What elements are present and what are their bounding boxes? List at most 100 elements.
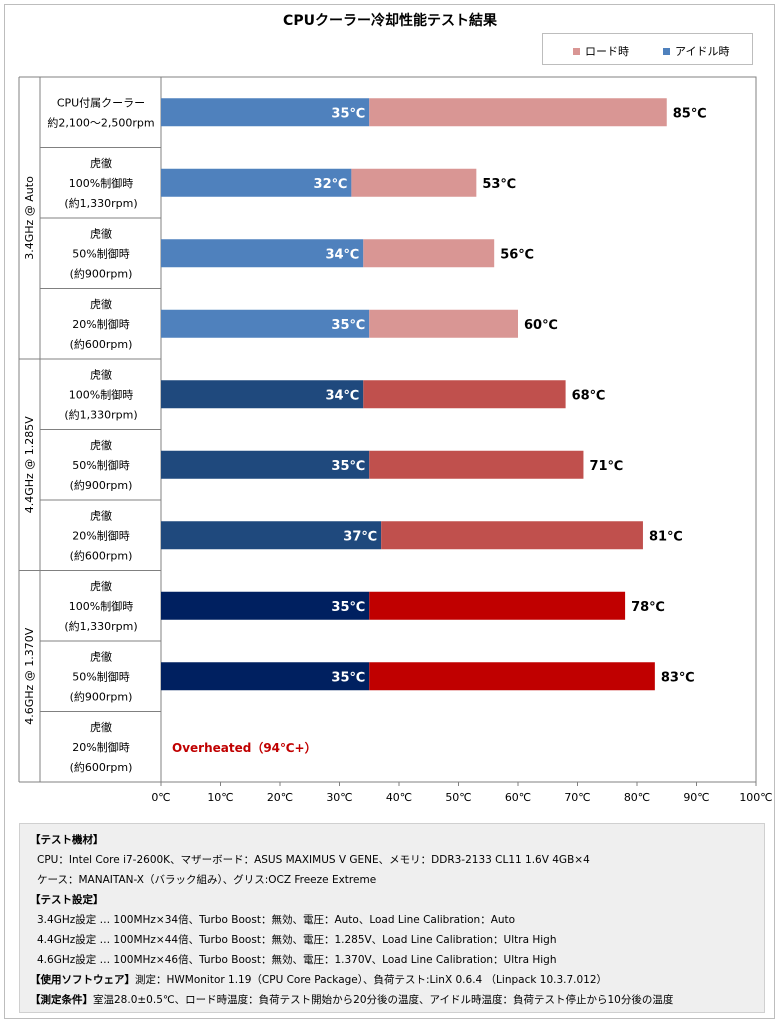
- x-tick-label: 80℃: [624, 791, 650, 804]
- load-bar: [381, 521, 643, 550]
- category-label: (約900rpm): [70, 478, 133, 492]
- conditions-line: 【測定条件】室温28.0±0.5℃、ロード時温度：負荷テスト開始から20分後の温…: [30, 992, 673, 1007]
- category-label: 50%制御時: [72, 246, 129, 260]
- group-label: 4.6GHz @ 1.370V: [23, 627, 36, 725]
- software-text: 測定：HWMonitor 1.19（CPU Core Package）、負荷テス…: [135, 974, 608, 986]
- category-label: 虎徹: [90, 508, 112, 522]
- load-value-label: 81℃: [649, 529, 683, 544]
- category-label: 約2,100～2,500rpm: [47, 115, 154, 129]
- x-tick-label: 20℃: [267, 791, 293, 804]
- load-bar: [369, 98, 667, 127]
- conditions-text: 室温28.0±0.5℃、ロード時温度：負荷テスト開始から20分後の温度、アイドル…: [93, 994, 674, 1006]
- idle-bar: [161, 450, 370, 479]
- category-label: 虎徹: [90, 649, 112, 663]
- equipment-line-2: ケース：MANAITAN-X（バラック組み）、グリス:OCZ Freeze Ex…: [37, 874, 377, 886]
- x-tick-label: 0℃: [151, 791, 170, 804]
- category-label: 虎徹: [90, 720, 112, 734]
- category-label: 虎徹: [90, 579, 112, 593]
- legend-swatch-load: [573, 47, 580, 55]
- category-label: 虎徹: [90, 226, 112, 240]
- idle-value-label: 35℃: [331, 600, 365, 615]
- software-line: 【使用ソフトウェア】測定：HWMonitor 1.19（CPU Core Pac…: [30, 972, 607, 987]
- bar-chart-svg: 3.4GHz @ Auto 4.4GHz @ 1.285V 4.6GHz @ 1.3…: [18, 76, 773, 804]
- category-label: 50%制御時: [72, 669, 129, 683]
- category-label: 20%制御時: [72, 317, 129, 331]
- category-label: (約600rpm): [70, 337, 133, 351]
- idle-value-label: 35℃: [331, 318, 365, 333]
- idle-value-label: 35℃: [331, 459, 365, 474]
- load-bar: [363, 239, 495, 268]
- x-tick-label: 90℃: [683, 791, 709, 804]
- category-label: 100%制御時: [69, 599, 133, 613]
- x-tick-label: 60℃: [505, 791, 531, 804]
- legend-label-idle: アイドル時: [675, 45, 730, 58]
- idle-bar: [161, 98, 370, 127]
- load-value-label: 85℃: [673, 106, 707, 121]
- overheated-label: Overheated（94℃+）: [172, 740, 317, 755]
- load-bar: [369, 591, 626, 620]
- idle-value-label: 32℃: [314, 177, 348, 192]
- load-bar: [369, 662, 655, 691]
- category-label: (約600rpm): [70, 760, 133, 774]
- idle-bar: [161, 380, 364, 409]
- category-label: (約1,330rpm): [64, 196, 137, 210]
- category-label: 虎徹: [90, 438, 112, 452]
- load-value-label: 60℃: [524, 318, 558, 333]
- category-label: 20%制御時: [72, 528, 129, 542]
- category-label: 20%制御時: [72, 740, 129, 754]
- idle-bar: [161, 168, 352, 197]
- category-label: (約600rpm): [70, 548, 133, 562]
- idle-value-label: 35℃: [331, 670, 365, 685]
- load-bar: [363, 380, 566, 409]
- legend-label-load: ロード時: [585, 45, 629, 58]
- category-label: (約900rpm): [70, 266, 133, 280]
- equipment-line-1: CPU：Intel Core i7-2600K、マザーボード：ASUS MAXI…: [37, 854, 590, 866]
- x-tick-label: 100℃: [739, 791, 772, 804]
- idle-value-label: 35℃: [331, 106, 365, 121]
- legend-item-idle: アイドル時: [663, 43, 729, 59]
- idle-bar: [161, 521, 382, 550]
- x-tick-label: 70℃: [564, 791, 590, 804]
- load-bar: [351, 168, 477, 197]
- x-tick-label: 30℃: [326, 791, 352, 804]
- idle-bar: [161, 662, 370, 691]
- category-label: (約1,330rpm): [64, 407, 137, 421]
- chart-title: CPUクーラー冷却性能テスト結果: [283, 13, 497, 29]
- software-heading: 【使用ソフトウェア】: [30, 974, 135, 986]
- idle-bar: [161, 309, 370, 338]
- load-value-label: 71℃: [589, 459, 623, 474]
- test-notes-panel: 【テスト機材】 CPU：Intel Core i7-2600K、マザーボード：A…: [19, 823, 765, 1013]
- settings-line-2: 4.4GHz設定 … 100MHz×44倍、Turbo Boost：無効、電圧：…: [37, 934, 557, 946]
- chart-legend: ロード時 アイドル時: [542, 33, 753, 65]
- idle-value-label: 34℃: [325, 247, 359, 262]
- load-value-label: 68℃: [572, 388, 606, 403]
- category-label: 50%制御時: [72, 458, 129, 472]
- settings-heading: 【テスト設定】: [30, 894, 104, 906]
- category-label: 虎徹: [90, 156, 112, 170]
- settings-line-3: 4.6GHz設定 … 100MHz×46倍、Turbo Boost：無効、電圧：…: [37, 954, 557, 966]
- category-label: CPU付属クーラー: [57, 96, 145, 109]
- x-tick-label: 40℃: [386, 791, 412, 804]
- category-label: 100%制御時: [69, 387, 133, 401]
- category-label: (約1,330rpm): [64, 619, 137, 633]
- load-value-label: 56℃: [500, 247, 534, 262]
- group-label: 4.4GHz @ 1.285V: [23, 416, 36, 514]
- legend-item-load: ロード時: [573, 43, 629, 59]
- load-bar: [369, 450, 584, 479]
- category-label: 虎徹: [90, 367, 112, 381]
- idle-bar: [161, 591, 370, 620]
- settings-line-1: 3.4GHz設定 … 100MHz×34倍、Turbo Boost：無効、電圧：…: [37, 914, 516, 926]
- legend-swatch-idle: [663, 47, 670, 55]
- idle-value-label: 37℃: [343, 529, 377, 544]
- idle-bar: [161, 239, 364, 268]
- category-label: (約900rpm): [70, 689, 133, 703]
- conditions-heading: 【測定条件】: [30, 994, 93, 1006]
- chart-frame: [4, 4, 775, 1019]
- equipment-heading: 【テスト機材】: [30, 834, 104, 846]
- load-value-label: 83℃: [661, 670, 695, 685]
- category-label: 虎徹: [90, 297, 112, 311]
- x-tick-label: 10℃: [207, 791, 233, 804]
- idle-value-label: 34℃: [325, 388, 359, 403]
- load-bar: [369, 309, 518, 338]
- x-tick-label: 50℃: [445, 791, 471, 804]
